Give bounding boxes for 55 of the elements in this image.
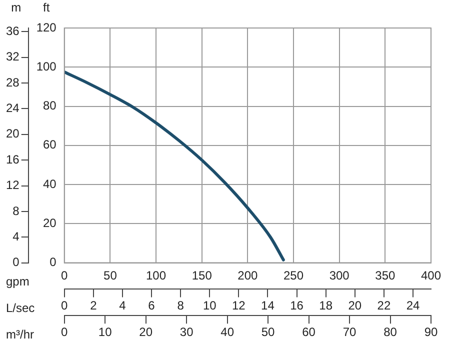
x2-tick-label: 16 xyxy=(290,298,304,313)
x-tick-label: 250 xyxy=(284,268,304,282)
y-tick-label: 40 xyxy=(43,176,57,191)
y2-tick-label: 20 xyxy=(6,126,20,141)
y2-axis-title: m xyxy=(11,0,22,14)
y2-tick-label: 32 xyxy=(6,50,20,64)
text: 40 xyxy=(220,325,234,340)
x2-tick-label: 20 xyxy=(348,298,362,313)
y2-tick-label: 16 xyxy=(6,152,20,166)
x2-tick-label: 14 xyxy=(261,298,275,313)
y-tick-label: 0 xyxy=(50,255,57,270)
x-axis-title: gpm xyxy=(6,274,30,289)
y2-tick-label: 12 xyxy=(6,178,20,192)
x-tick-label: 50 xyxy=(104,268,118,282)
x2-tick-label: 4 xyxy=(119,298,126,313)
x2-tick-label: 0 xyxy=(61,298,68,313)
y-tick-label: 100 xyxy=(36,59,57,74)
text: m³/hr xyxy=(6,327,34,342)
x-tick-label: 300 xyxy=(329,268,350,282)
x2-tick-label: 24 xyxy=(406,298,420,313)
line-series xyxy=(64,70,285,262)
x2-tick-label: 6 xyxy=(148,298,156,313)
x2-tick-label: 18 xyxy=(319,298,333,313)
y2-tick-label: 4 xyxy=(12,229,20,244)
text: 50 xyxy=(261,325,276,340)
x-tick-label: 200 xyxy=(238,268,258,282)
y-tick-label: 60 xyxy=(43,138,57,152)
x2-tick-label: 22 xyxy=(377,298,391,313)
x2-axis-title: L/sec xyxy=(6,300,35,315)
y2-tick-label: 24 xyxy=(6,101,20,116)
x-tick-label: 150 xyxy=(192,268,212,282)
x-tick-label: 0 xyxy=(61,268,68,282)
text: 10 xyxy=(98,325,112,340)
y-tick-label: 20 xyxy=(43,216,57,230)
x-tick-label: 350 xyxy=(375,268,396,282)
text: 90 xyxy=(424,325,438,340)
x2-tick-label: 8 xyxy=(177,298,184,313)
x2-tick-label: 2 xyxy=(90,298,98,313)
text: 20 xyxy=(139,325,153,340)
y2-tick-label: 8 xyxy=(12,204,20,218)
y-tick-label: 80 xyxy=(43,98,57,113)
y2-tick-label: 36 xyxy=(6,24,20,38)
y2-tick-label: 28 xyxy=(6,75,20,90)
x-tick-label: 100 xyxy=(146,268,166,282)
x2-tick-label: 10 xyxy=(202,298,217,313)
text: 80 xyxy=(384,325,398,340)
x-tick-label: 400 xyxy=(420,268,442,282)
text: 30 xyxy=(180,325,194,340)
text: 0 xyxy=(61,325,68,340)
y-axis-title: ft xyxy=(43,0,50,14)
y2-tick-label: 0 xyxy=(12,255,20,270)
y-tick-label: 120 xyxy=(36,20,57,34)
text: 70 xyxy=(342,325,357,340)
x2-tick-label: 12 xyxy=(232,298,246,313)
text: 60 xyxy=(302,325,316,340)
